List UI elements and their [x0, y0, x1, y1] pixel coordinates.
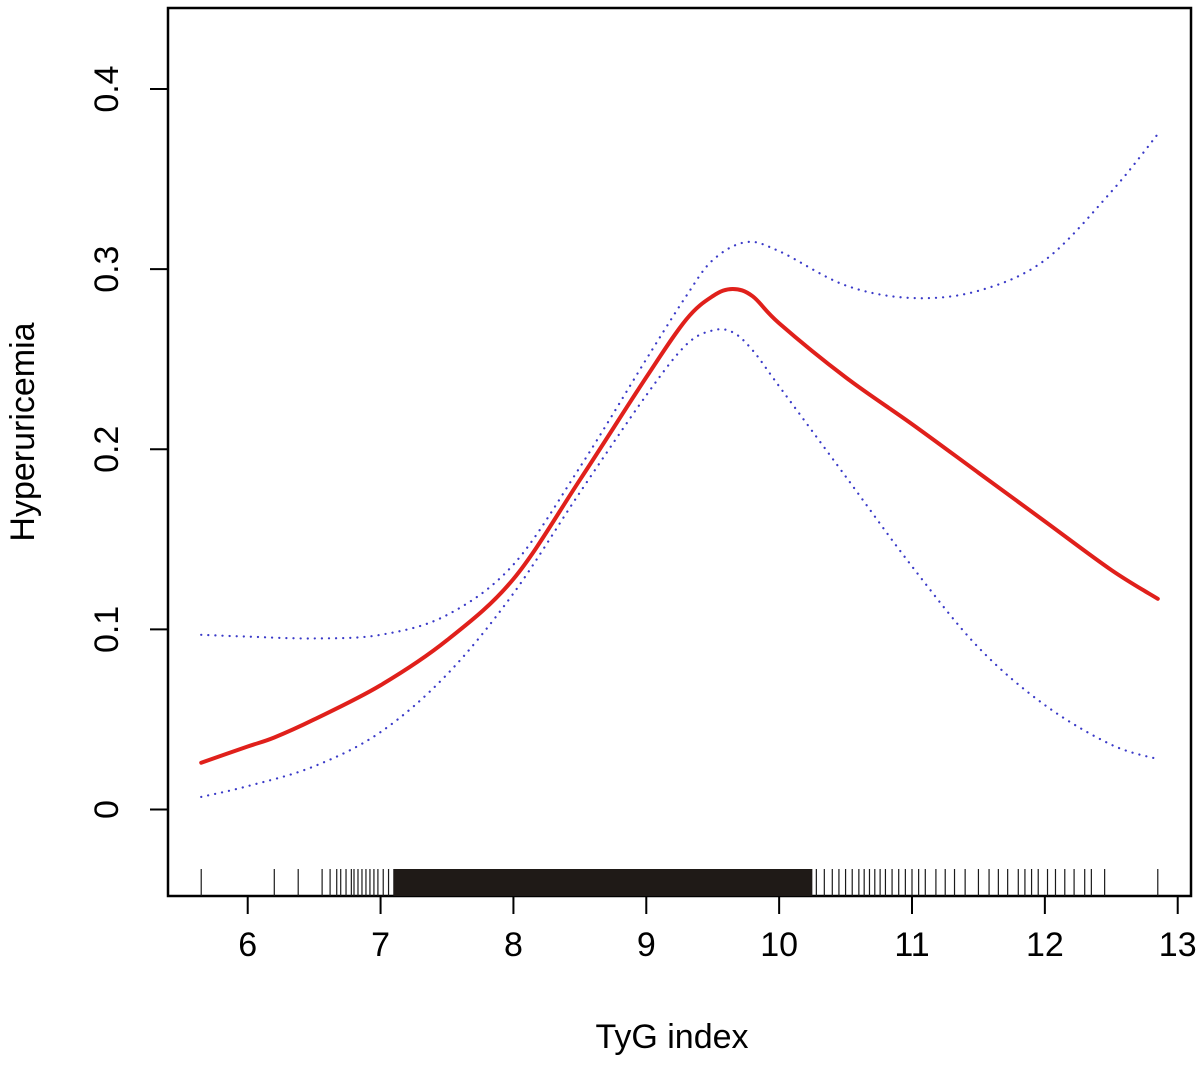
- y-tick-label: 0.1: [88, 606, 126, 653]
- x-tick-label: 6: [238, 926, 257, 964]
- series-line-upper-ci: [200, 132, 1159, 640]
- series-group: [199, 132, 1160, 799]
- series-line-estimate: [199, 286, 1160, 765]
- y-tick-label: 0.4: [88, 65, 126, 112]
- rug-plot: [200, 869, 1159, 896]
- x-tick-label: 7: [371, 926, 390, 964]
- x-tick-label: 10: [760, 926, 798, 964]
- y-tick-label: 0: [88, 800, 126, 819]
- x-tick-label: 13: [1159, 926, 1196, 964]
- x-tick-label: 8: [504, 926, 523, 964]
- y-tick-label: 0.3: [88, 246, 126, 293]
- series-line-lower-ci: [200, 328, 1159, 799]
- x-tick-label: 11: [894, 926, 929, 964]
- x-tick-label: 9: [637, 926, 656, 964]
- plot-frame: [166, 6, 1193, 898]
- x-tick-label: 12: [1026, 926, 1064, 964]
- x-axis: 6 7 8 9 10 11 12 13: [238, 895, 1196, 964]
- y-axis: 0 0.1 0.2 0.3 0.4: [88, 65, 169, 819]
- x-axis-title: TyG index: [595, 1018, 748, 1056]
- y-axis-title: Hyperuricemia: [4, 322, 42, 541]
- rug-dense-band: [393, 869, 813, 896]
- y-tick-label: 0.2: [88, 426, 126, 473]
